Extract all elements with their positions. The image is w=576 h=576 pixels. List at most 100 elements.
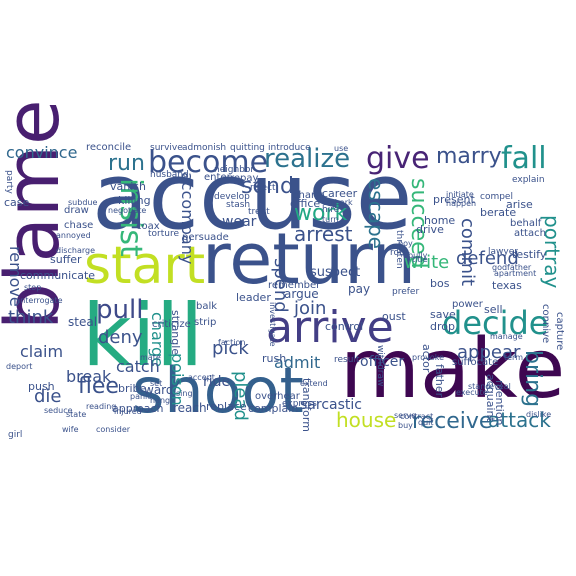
word-cloud-word: plead <box>230 371 251 421</box>
word-cloud-word: consider <box>96 425 131 434</box>
word-cloud-word: killing <box>118 194 151 207</box>
word-cloud-word: replace <box>206 400 247 413</box>
word-cloud-word: admit <box>274 353 320 372</box>
word-cloud-word: give <box>366 141 430 176</box>
word-cloud-word: dislike <box>526 410 551 419</box>
word-cloud-word: acquaint <box>484 374 497 423</box>
word-cloud-word: overhear <box>255 391 301 402</box>
word-cloud-word: claim <box>20 342 63 361</box>
word-cloud-word: bos <box>430 277 450 290</box>
word-cloud-word: defend <box>456 248 519 269</box>
word-cloud-word: power <box>452 299 484 310</box>
word-cloud-word: convince <box>6 143 77 162</box>
word-cloud-word: make <box>340 322 565 417</box>
word-cloud-word: kill <box>82 286 203 386</box>
word-cloud-word: blame <box>0 100 76 331</box>
word-cloud-word: decide <box>442 304 548 342</box>
word-cloud-word: balk <box>196 301 217 312</box>
word-cloud-word: reading <box>86 402 116 411</box>
word-cloud-word: seduce <box>44 406 73 415</box>
word-cloud-word: suffer <box>50 253 82 266</box>
word-cloud-word: ward <box>144 383 174 397</box>
word-cloud-word: marry <box>436 144 502 169</box>
word-cloud-word: commit <box>457 218 478 286</box>
word-cloud-word: bribe <box>118 382 147 395</box>
word-cloud-word: discharge <box>56 246 95 255</box>
word-cloud-word: portray <box>540 215 564 288</box>
word-cloud-word: charm <box>293 190 325 201</box>
word-cloud-word: actor <box>420 344 433 373</box>
word-cloud-word: argue <box>284 287 319 301</box>
word-cloud-word: case <box>4 196 30 209</box>
word-cloud-word: arrive <box>266 302 394 353</box>
word-cloud-word: suspect <box>310 265 360 280</box>
word-cloud-word: oust <box>382 310 406 323</box>
word-cloud-word: torture <box>148 229 179 239</box>
word-cloud-word: return <box>202 218 416 300</box>
word-cloud-word: stand <box>468 382 490 391</box>
word-cloud-word: contract <box>400 412 433 421</box>
word-cloud-word: faction <box>218 338 245 347</box>
word-cloud-word: hang <box>150 396 170 405</box>
word-cloud-word: pull <box>96 295 143 325</box>
word-cloud-word: shoot <box>132 354 304 427</box>
word-cloud-word: transform <box>300 378 313 432</box>
word-cloud-word: prefer <box>392 287 419 297</box>
word-cloud-word: sarcastic <box>300 397 362 413</box>
word-cloud-word: admonish <box>182 143 226 153</box>
word-cloud-word: neighbor <box>214 165 254 175</box>
word-cloud-word: berate <box>480 206 516 219</box>
word-cloud-word: communicate <box>20 269 95 282</box>
word-cloud-word: serve <box>394 411 416 420</box>
word-cloud-word: drop <box>430 320 455 333</box>
word-cloud-word: negotiate <box>108 206 146 215</box>
word-cloud-word: present <box>433 193 476 206</box>
word-cloud-word: interrogate <box>18 296 63 305</box>
word-cloud-word: complain <box>248 402 298 415</box>
word-cloud-word: father <box>433 364 446 398</box>
word-cloud-word: die <box>34 386 62 407</box>
word-cloud-word: connive <box>540 304 551 343</box>
word-cloud-word: reveal <box>486 382 511 391</box>
word-cloud-word: stash <box>226 200 250 210</box>
word-cloud-word: poison <box>168 353 187 406</box>
word-cloud-word: write <box>404 252 449 273</box>
word-cloud-word: stop <box>24 283 41 292</box>
word-cloud-word: flee <box>78 374 119 399</box>
word-cloud-word: accompany <box>178 172 197 264</box>
word-cloud-word: draw <box>64 205 89 216</box>
word-cloud-word: godfather <box>492 263 532 272</box>
word-cloud-word: investigate <box>268 302 277 347</box>
word-cloud-word: repay <box>230 173 259 184</box>
word-cloud-word: bully <box>408 251 428 260</box>
word-cloud-word: pick <box>212 338 249 359</box>
word-cloud-word: compel <box>480 192 513 202</box>
word-cloud-word: reach <box>173 401 207 415</box>
word-cloud-word: send <box>241 174 294 199</box>
word-cloud-word: result <box>334 355 360 365</box>
word-cloud-word: introduce <box>268 143 311 153</box>
word-cloud-word: remember <box>268 280 321 291</box>
word-cloud-word: catch <box>116 357 160 376</box>
word-cloud-word: strip <box>194 317 216 328</box>
word-cloud-word: fall <box>501 141 547 176</box>
word-cloud-word: set <box>150 379 162 388</box>
word-cloud-word: wear <box>222 214 257 230</box>
word-cloud-word: save <box>430 308 456 321</box>
word-cloud-word: testify <box>512 248 547 261</box>
word-cloud-word: treat <box>248 207 270 217</box>
word-cloud-word: realize <box>264 144 350 174</box>
word-cloud-word: mention <box>493 380 506 426</box>
word-cloud-word: develop <box>214 192 250 202</box>
word-cloud-word: state <box>66 410 86 419</box>
word-cloud-word: embark <box>322 198 353 207</box>
word-cloud-word: quit <box>418 418 434 427</box>
word-cloud-word: quitting <box>230 143 265 153</box>
word-cloud-word: suffocate <box>452 357 498 368</box>
word-cloud-word: spend <box>270 258 291 313</box>
word-cloud-word: attach <box>514 228 546 239</box>
word-cloud-word: sing <box>176 389 193 398</box>
word-cloud-word: appear <box>457 342 521 363</box>
word-cloud-word: accuse <box>92 143 412 250</box>
